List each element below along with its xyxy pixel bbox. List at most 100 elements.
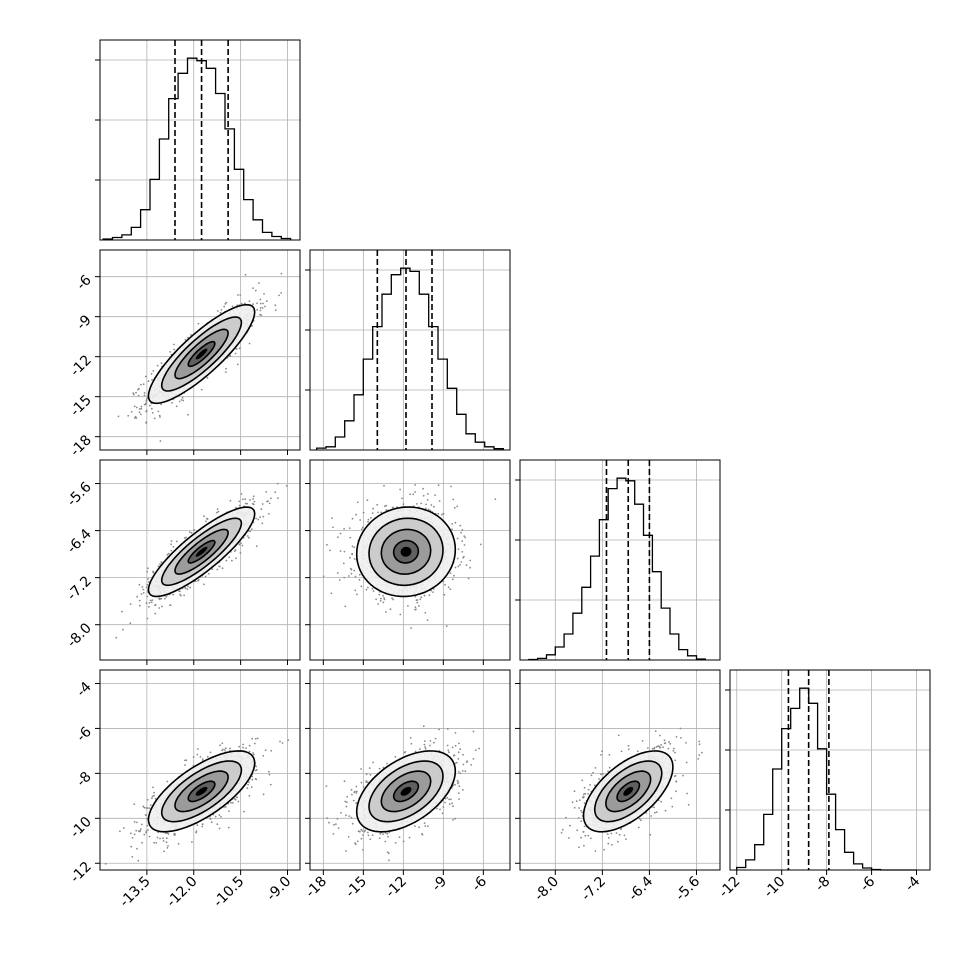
sample-point — [159, 837, 161, 840]
sample-point — [170, 549, 173, 552]
sample-point — [148, 835, 151, 838]
sample-point — [367, 520, 369, 523]
panel-frame — [309, 459, 511, 661]
sample-point — [268, 770, 270, 773]
sample-point — [251, 778, 254, 781]
panel-0-2 — [99, 459, 301, 661]
sample-point — [151, 795, 154, 798]
sample-point — [231, 801, 234, 804]
sample-point — [442, 512, 445, 515]
sample-point — [145, 830, 148, 833]
sample-point — [279, 740, 281, 743]
sample-point — [401, 497, 403, 500]
sample-point — [332, 833, 335, 835]
sample-point — [221, 742, 224, 745]
sample-point — [280, 272, 283, 275]
sample-point — [148, 807, 151, 809]
sample-point — [463, 535, 466, 537]
sample-point — [184, 759, 186, 762]
sample-point — [382, 594, 384, 597]
sample-point — [446, 744, 449, 747]
sample-point — [154, 603, 157, 606]
sample-point — [259, 307, 262, 309]
sample-point — [394, 842, 397, 844]
sample-point — [129, 622, 132, 625]
sample-point — [191, 841, 193, 843]
sample-point — [225, 301, 228, 304]
panel-0-1 — [99, 249, 301, 451]
contour-line — [380, 528, 432, 575]
sample-point — [148, 605, 150, 608]
sample-point — [356, 840, 359, 843]
sample-point — [449, 588, 452, 590]
sample-point — [216, 310, 219, 312]
sample-point — [356, 501, 359, 504]
sample-point — [145, 402, 147, 405]
sample-point — [196, 753, 199, 756]
sample-point — [259, 516, 261, 518]
sample-point — [152, 571, 155, 574]
sample-point — [414, 606, 417, 608]
sample-point — [227, 826, 230, 829]
sample-point — [150, 373, 153, 375]
sample-point — [143, 806, 146, 809]
sample-point — [427, 825, 429, 827]
sample-point — [142, 588, 145, 591]
sample-point — [454, 817, 456, 820]
contour-line — [174, 328, 229, 380]
sample-point — [260, 314, 263, 317]
sample-point — [416, 601, 419, 604]
sample-point — [230, 801, 232, 804]
sample-point — [146, 824, 149, 827]
sample-point — [181, 396, 184, 399]
sample-point — [255, 765, 257, 768]
sample-point — [201, 758, 204, 761]
sample-point — [376, 503, 379, 506]
sample-point — [256, 308, 259, 311]
sample-point — [280, 292, 283, 294]
sample-point — [322, 575, 325, 578]
sample-point — [138, 411, 141, 414]
panel-frame — [99, 669, 301, 871]
sample-point — [153, 417, 156, 420]
sample-point — [131, 837, 134, 839]
sample-point — [409, 493, 411, 496]
sample-point — [160, 597, 163, 600]
sample-point — [152, 370, 155, 372]
sample-point — [195, 830, 198, 832]
sample-point — [145, 807, 148, 809]
sample-point — [187, 413, 190, 416]
sample-point — [147, 829, 149, 831]
sample-point — [354, 575, 357, 578]
sample-point — [345, 850, 347, 852]
sample-point — [407, 605, 409, 607]
sample-point — [331, 517, 333, 519]
sample-point — [422, 494, 425, 497]
sample-point — [216, 508, 219, 510]
sample-point — [456, 537, 459, 540]
sample-point — [343, 780, 346, 783]
sample-point — [438, 500, 441, 502]
sample-point — [122, 628, 124, 631]
sample-point — [241, 544, 244, 547]
sample-point — [167, 845, 169, 847]
sample-point — [238, 745, 241, 748]
sample-point — [159, 440, 162, 442]
sample-point — [383, 597, 385, 599]
sample-point — [278, 294, 280, 297]
sample-point — [141, 841, 143, 844]
sample-point — [456, 557, 459, 560]
sample-point — [454, 732, 457, 734]
sample-point — [336, 572, 339, 574]
sample-point — [469, 559, 472, 562]
sample-point — [193, 529, 196, 531]
density-peak — [400, 546, 412, 557]
sample-point — [452, 498, 455, 501]
sample-point — [372, 590, 375, 592]
sample-point — [424, 612, 427, 614]
sample-point — [145, 602, 148, 604]
sample-point — [146, 583, 149, 586]
sample-point — [254, 738, 257, 740]
sample-point — [326, 817, 328, 820]
sample-point — [348, 527, 351, 529]
